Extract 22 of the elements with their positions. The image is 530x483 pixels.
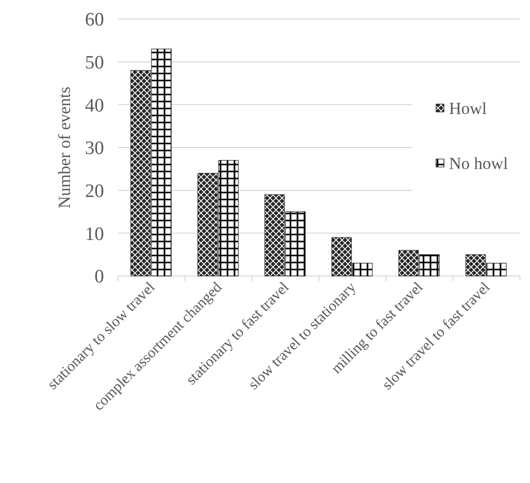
y-tick-label: 10 (85, 224, 104, 245)
y-tick-label: 50 (85, 52, 104, 74)
bar (285, 212, 306, 276)
legend-label: Howl (449, 98, 488, 118)
bar (151, 48, 172, 276)
bar (419, 254, 440, 276)
bar (218, 160, 239, 276)
y-axis-title: Number of events (55, 86, 74, 208)
bar (264, 194, 285, 276)
y-tick-label: 40 (85, 95, 104, 116)
bar (331, 237, 352, 276)
bar (398, 250, 419, 276)
legend-label: No howl (449, 154, 508, 173)
y-tick-label: 60 (85, 10, 104, 31)
bar (197, 172, 218, 276)
bar (130, 70, 151, 276)
y-tick-label: 0 (94, 266, 104, 288)
y-tick-label: 30 (85, 138, 104, 160)
bar (352, 262, 373, 276)
y-tick-label: 20 (85, 180, 104, 202)
bar (465, 254, 486, 276)
bar (486, 262, 507, 276)
